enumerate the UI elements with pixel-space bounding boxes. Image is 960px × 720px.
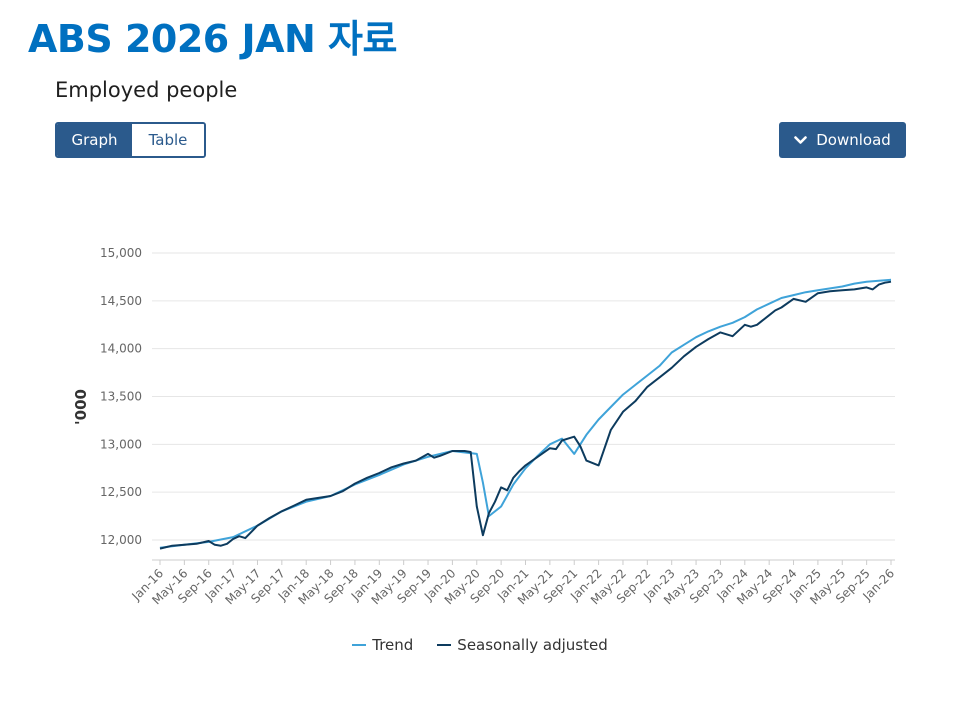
series-line-trend xyxy=(159,278,892,549)
y-tick-label: 12,500 xyxy=(100,485,142,499)
chevron-down-icon xyxy=(794,135,808,144)
y-tick-label: 13,000 xyxy=(100,437,142,451)
chart-heading: Employed people xyxy=(55,78,238,102)
download-button[interactable]: Download xyxy=(779,122,906,158)
view-toggle: Graph Table xyxy=(55,122,206,158)
legend-label-seasonally-adjusted: Seasonally adjusted xyxy=(457,636,608,654)
legend-label-trend: Trend xyxy=(372,636,414,654)
graph-tab[interactable]: Graph xyxy=(57,124,132,156)
y-axis-label: '000 xyxy=(72,389,90,425)
legend-swatch-seasonally-adjusted xyxy=(437,644,452,646)
grid-lines xyxy=(152,252,895,541)
slide-title: ABS 2026 JAN 자료 xyxy=(28,17,397,61)
y-tick-label: 13,500 xyxy=(100,390,142,404)
y-tick-label: 15,000 xyxy=(100,246,142,260)
x-axis-ticks: Jan-16May-16Sep-16Jan-17May-17Sep-17Jan-… xyxy=(129,560,897,607)
legend-item-trend[interactable]: Trend xyxy=(352,636,413,654)
series-lines xyxy=(159,278,892,550)
y-tick-label: 14,000 xyxy=(100,342,142,356)
legend: Trend Seasonally adjusted xyxy=(0,636,960,654)
series-line-seasonally-adjusted xyxy=(159,280,892,550)
download-label: Download xyxy=(816,131,891,149)
legend-item-seasonally-adjusted[interactable]: Seasonally adjusted xyxy=(437,636,608,654)
y-tick-label: 14,500 xyxy=(100,294,142,308)
y-tick-label: 12,000 xyxy=(100,533,142,547)
y-axis-ticks: 12,000 12,500 13,000 13,500 14,000 14,500 15,0… xyxy=(100,246,142,547)
table-tab[interactable]: Table xyxy=(132,124,204,156)
legend-swatch-trend xyxy=(352,644,367,646)
